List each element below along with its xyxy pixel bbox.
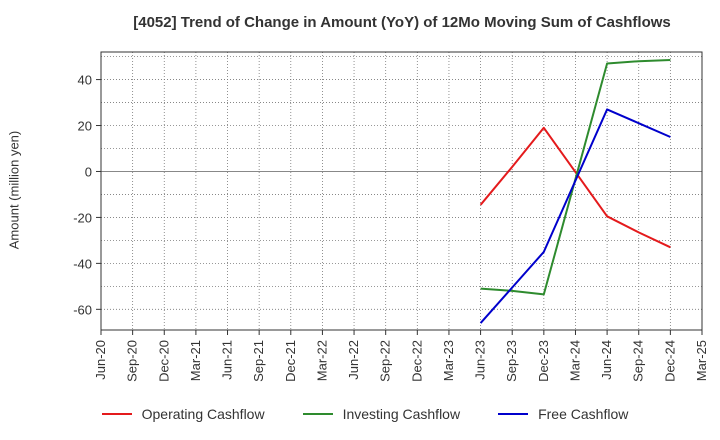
- x-tick-label: Jun-24: [599, 340, 614, 380]
- series-line-operating-cashflow: [479, 126, 671, 249]
- legend: Operating Cashflow Investing Cashflow Fr…: [0, 406, 720, 422]
- y-tick-label: -60: [73, 302, 92, 317]
- chart-title: [4052] Trend of Change in Amount (YoY) o…: [133, 14, 671, 31]
- plot-frame: [100, 51, 703, 331]
- legend-item-free: Free Cashflow: [498, 406, 628, 422]
- x-tick-label: Dec-23: [536, 340, 551, 382]
- x-tick-label: Mar-22: [314, 340, 329, 381]
- x-tick-label: Jun-23: [473, 340, 488, 380]
- legend-swatch-free: [498, 413, 529, 415]
- x-tick-label: Dec-24: [662, 340, 677, 382]
- legend-swatch-investing: [302, 413, 333, 415]
- legend-label-operating: Operating Cashflow: [141, 406, 265, 422]
- y-tick-label: -40: [73, 256, 92, 271]
- x-tick-label: Sep-21: [251, 340, 266, 382]
- y-tick-label: 40: [78, 73, 92, 88]
- legend-item-operating: Operating Cashflow: [101, 406, 265, 422]
- legend-swatch-operating: [101, 413, 132, 415]
- x-tick-label: Sep-20: [125, 340, 140, 382]
- x-tick-label: Mar-23: [441, 340, 456, 381]
- legend-label-free: Free Cashflow: [538, 406, 629, 422]
- x-tick-label: Jun-22: [346, 340, 361, 380]
- y-tick-label: 0: [85, 164, 92, 179]
- legend-item-investing: Investing Cashflow: [302, 406, 461, 422]
- x-tick-label: Sep-23: [504, 340, 519, 382]
- x-tick-label: Mar-24: [567, 340, 582, 381]
- legend-label-investing: Investing Cashflow: [342, 406, 461, 422]
- x-tick-label: Jun-21: [220, 340, 235, 380]
- x-tick-label: Dec-22: [409, 340, 424, 382]
- x-tick-label: Dec-21: [283, 340, 298, 382]
- x-tick-label: Sep-22: [378, 340, 393, 382]
- x-tick-label: Mar-21: [188, 340, 203, 381]
- x-tick-label: Mar-25: [694, 340, 709, 381]
- series-line-free-cashflow: [479, 108, 671, 324]
- y-tick-label: 20: [78, 119, 92, 134]
- y-tick-label: -20: [73, 210, 92, 225]
- x-tick-label: Sep-24: [631, 340, 646, 382]
- x-tick-label: Dec-20: [156, 340, 171, 382]
- x-tick-label: Jun-20: [93, 340, 108, 380]
